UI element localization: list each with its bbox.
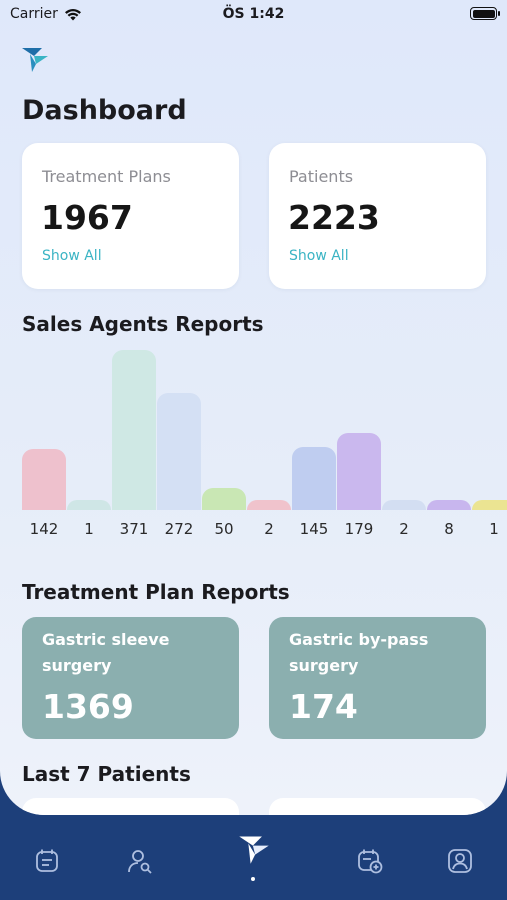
chart-bar [427, 500, 471, 510]
bar-value-label: 142 [29, 520, 59, 538]
bar-value-label: 1 [84, 520, 94, 538]
bar-value-label: 2 [264, 520, 274, 538]
wifi-icon [64, 8, 81, 20]
tab-home[interactable] [232, 827, 276, 871]
chart-bar [67, 500, 111, 510]
bar-value-label: 145 [299, 520, 329, 538]
treatment-plans-icon [36, 849, 58, 872]
tab-profile[interactable] [438, 839, 482, 883]
chart-bar [112, 350, 156, 510]
dashboard-screen: Carrier ÖS 1:42 Dashboard Treatment Plan… [0, 0, 507, 815]
page-title: Dashboard [22, 95, 187, 126]
chart-bar [202, 488, 246, 510]
bar-value-label: 1 [489, 520, 499, 538]
app-logo-icon [22, 48, 48, 72]
sales-agents-bar-chart: 142 1 371 272 50 2 145 179 2 8 1 [0, 340, 507, 550]
treatment-report-card[interactable]: Gastric sleeve surgery 1369 [22, 617, 239, 739]
patient-search-icon [128, 850, 152, 874]
bar-value-label: 179 [344, 520, 374, 538]
chart-bar [292, 447, 336, 510]
chart-bar [337, 433, 381, 510]
clock: ÖS 1:42 [222, 6, 285, 22]
patients-label: Patients [289, 167, 354, 186]
bar-value-label: 8 [444, 520, 454, 538]
carrier-info: Carrier [10, 6, 82, 22]
bar-value-label: 2 [399, 520, 409, 538]
status-bar: Carrier ÖS 1:42 [0, 0, 507, 30]
treatment-plans-card: Treatment Plans 1967 Show All [22, 143, 239, 289]
tab-treatment-plans[interactable] [25, 839, 69, 883]
treatment-plans-show-all-link[interactable]: Show All [42, 248, 102, 264]
chart-bar [247, 500, 291, 510]
treatment-name: Gastric sleeve surgery [42, 630, 170, 675]
carrier-label: Carrier [10, 6, 58, 22]
calendar-add-icon [358, 849, 383, 874]
treatment-plans-count: 1967 [41, 198, 133, 237]
treatment-count: 1369 [42, 687, 134, 726]
patients-count: 2223 [288, 198, 380, 237]
treatment-plan-reports-heading: Treatment Plan Reports [22, 580, 290, 604]
battery-icon [470, 7, 500, 20]
patients-show-all-link[interactable]: Show All [289, 248, 349, 264]
treatment-count: 174 [289, 687, 358, 726]
profile-icon [448, 849, 472, 873]
bar-value-label: 272 [164, 520, 194, 538]
bar-value-label: 50 [214, 520, 234, 538]
treatment-report-card[interactable]: Gastric by-pass surgery 174 [269, 617, 486, 739]
app-logo-icon [239, 836, 269, 864]
sales-agents-reports-heading: Sales Agents Reports [22, 312, 264, 336]
tab-patient-search[interactable] [118, 839, 162, 883]
bar-value-label: 371 [119, 520, 149, 538]
chart-bar [382, 500, 426, 510]
treatment-plans-label: Treatment Plans [42, 167, 171, 186]
tab-appointments[interactable] [348, 839, 392, 883]
last-7-patients-heading: Last 7 Patients [22, 762, 191, 786]
treatment-name: Gastric by-pass surgery [289, 630, 429, 675]
chart-bar [22, 449, 66, 510]
patient-card[interactable] [22, 798, 239, 815]
active-tab-indicator [251, 877, 255, 881]
patients-card: Patients 2223 Show All [269, 143, 486, 289]
patient-card[interactable] [269, 798, 486, 815]
chart-bar [157, 393, 201, 510]
bottom-tab-bar [0, 815, 507, 900]
chart-bar [472, 500, 507, 510]
